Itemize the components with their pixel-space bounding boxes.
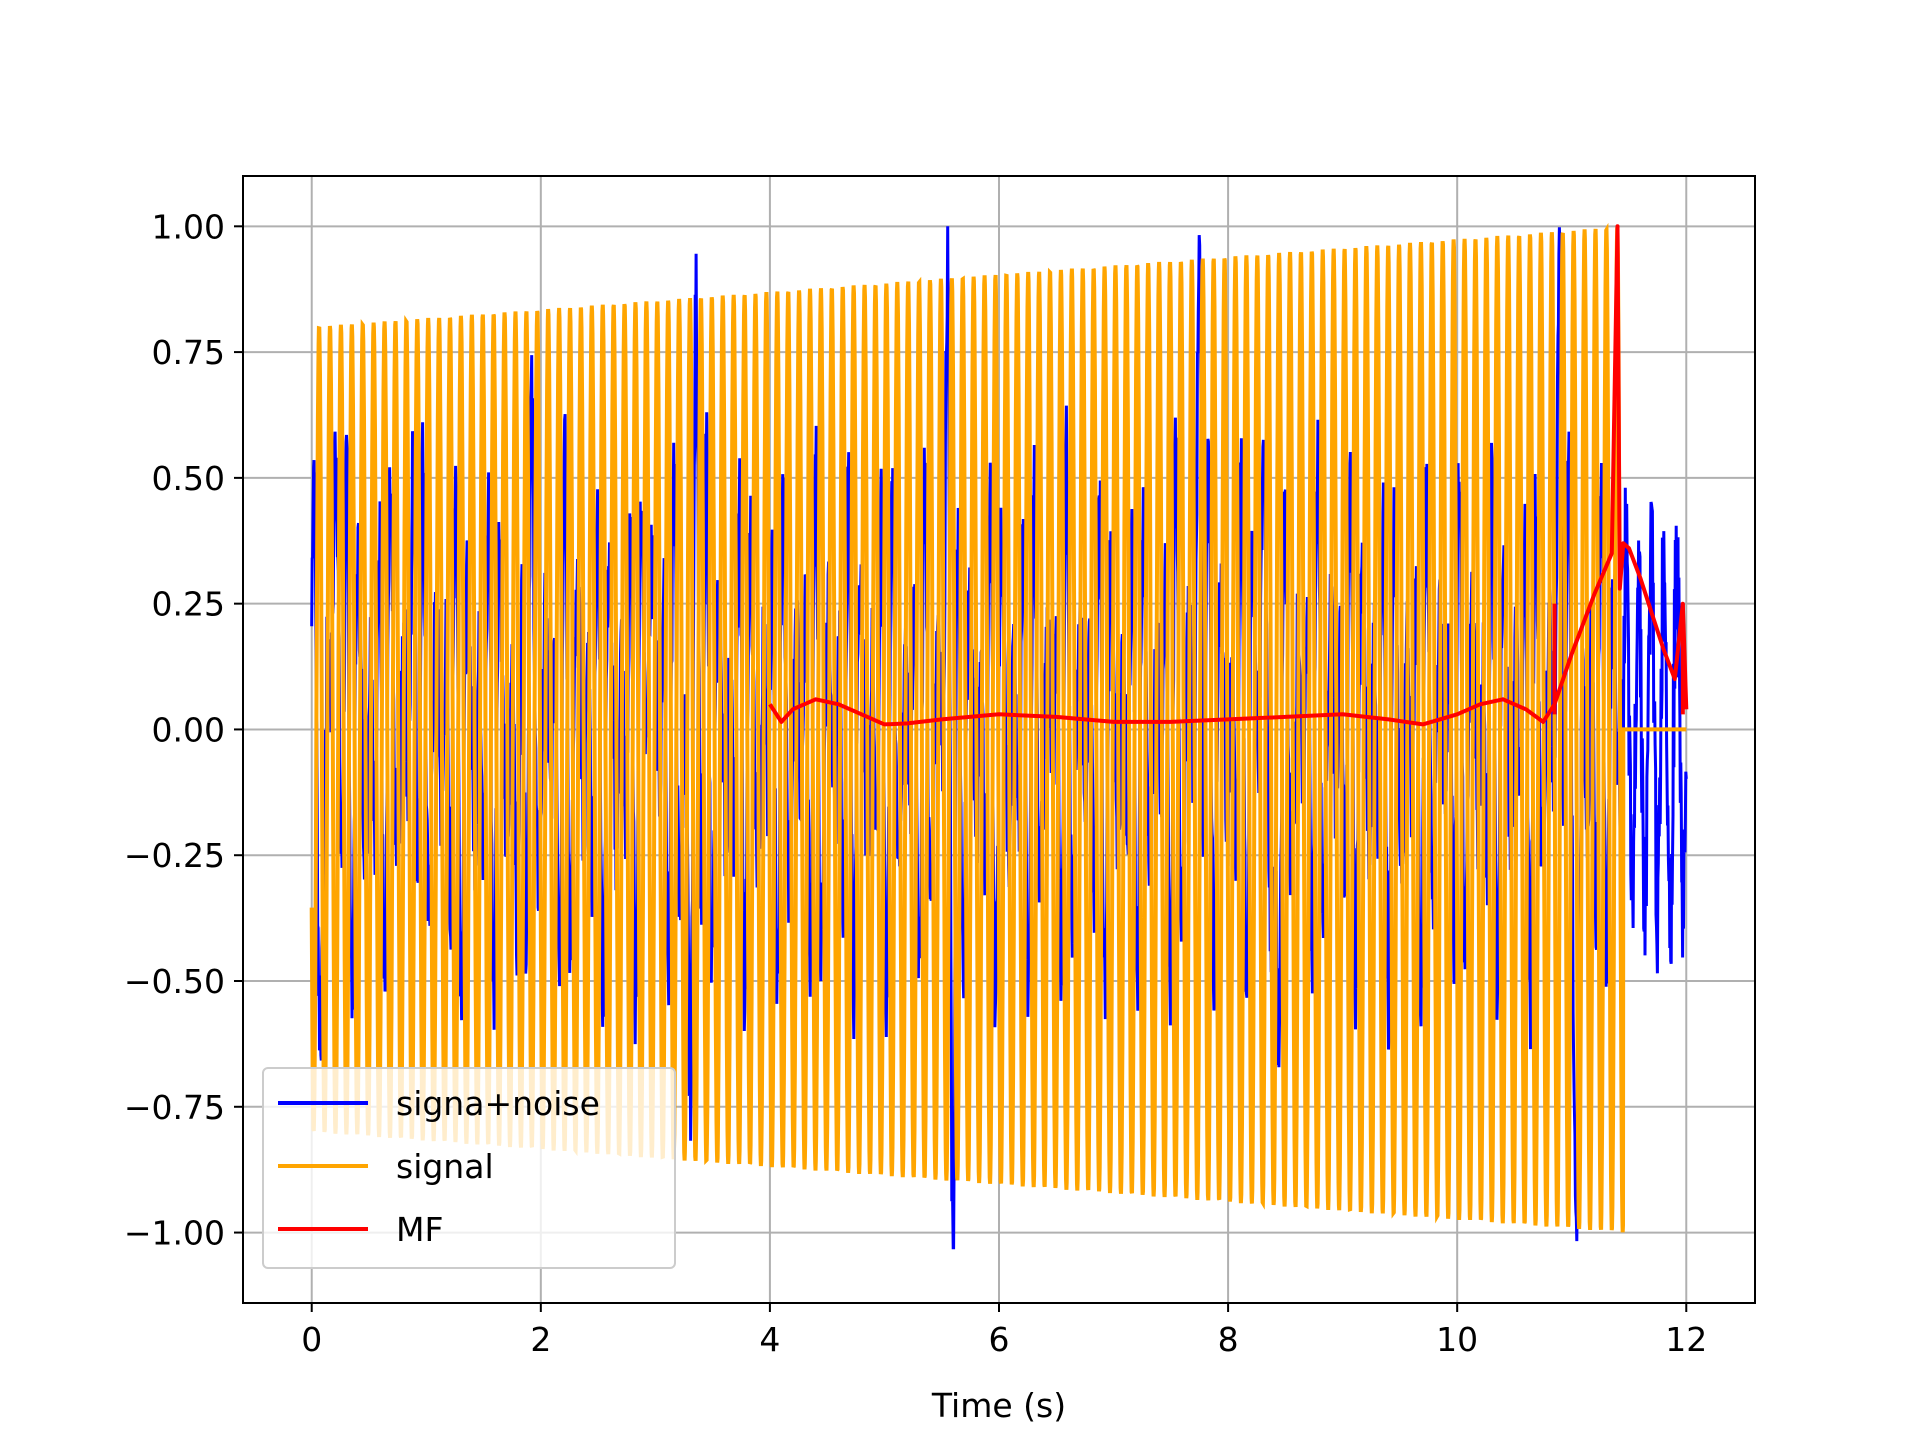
y-tick-label: 0.50 <box>152 459 225 498</box>
series-mf-line <box>768 224 1689 727</box>
x-tick-label: 6 <box>989 1320 1010 1359</box>
y-tick-label: −1.00 <box>124 1214 225 1253</box>
legend-label: signa+noise <box>396 1084 600 1123</box>
y-tick-label: −0.50 <box>124 962 225 1001</box>
x-axis-label: Time (s) <box>931 1386 1066 1425</box>
series-signal-line <box>309 222 1687 1233</box>
y-tick-label: −0.25 <box>124 836 225 875</box>
y-tick-label: 0.25 <box>152 585 225 624</box>
y-tick-label: 0.00 <box>152 710 225 749</box>
axis-ticks: 0 2 4 6 8 10 12 1.00 0.75 0.50 0.25 0.00 −0.25 −0.50 −… <box>124 207 1707 1359</box>
legend: signa+noise signal MF <box>262 1067 676 1269</box>
y-tick-label: 0.75 <box>152 333 225 372</box>
x-tick-label: 10 <box>1436 1320 1478 1359</box>
legend-box <box>262 1067 676 1269</box>
x-tick-label: 12 <box>1665 1320 1707 1359</box>
x-tick-label: 4 <box>759 1320 780 1359</box>
x-tick-label: 8 <box>1218 1320 1239 1359</box>
legend-label: signal <box>396 1147 494 1186</box>
legend-label: MF <box>396 1210 443 1249</box>
y-tick-label: 1.00 <box>152 207 225 246</box>
x-tick-label: 0 <box>301 1320 322 1359</box>
x-tick-label: 2 <box>530 1320 551 1359</box>
series-layer <box>309 222 1689 1250</box>
y-tick-label: −0.75 <box>124 1088 225 1127</box>
